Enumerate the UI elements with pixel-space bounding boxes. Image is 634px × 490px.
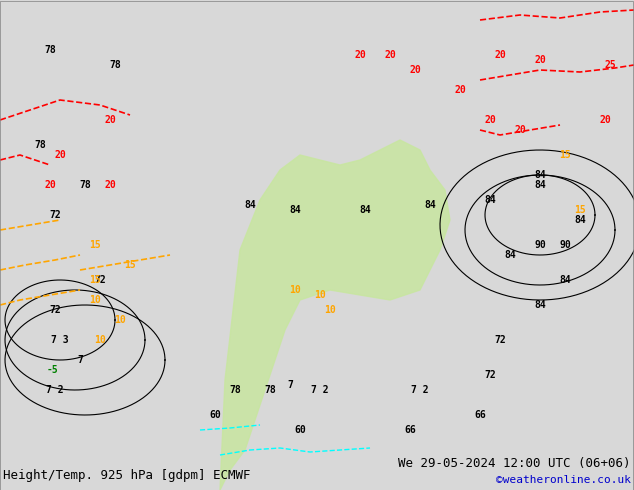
Text: 72: 72 bbox=[94, 275, 106, 285]
Text: 72: 72 bbox=[49, 305, 61, 315]
Text: -5: -5 bbox=[47, 365, 59, 375]
Text: 78: 78 bbox=[44, 45, 56, 55]
Polygon shape bbox=[220, 140, 450, 490]
Text: 7 2: 7 2 bbox=[46, 385, 64, 395]
Text: 78: 78 bbox=[264, 385, 276, 395]
Text: 84: 84 bbox=[534, 180, 546, 190]
Text: 20: 20 bbox=[534, 55, 546, 65]
Text: We 29-05-2024 12:00 UTC (06+06): We 29-05-2024 12:00 UTC (06+06) bbox=[399, 457, 631, 470]
Text: 10: 10 bbox=[289, 285, 301, 295]
Text: ©weatheronline.co.uk: ©weatheronline.co.uk bbox=[496, 475, 631, 485]
Text: 78: 78 bbox=[229, 385, 241, 395]
Text: 7 2: 7 2 bbox=[411, 385, 429, 395]
Text: 72: 72 bbox=[494, 335, 506, 345]
Text: 78: 78 bbox=[109, 60, 121, 70]
Text: 20: 20 bbox=[599, 115, 611, 125]
Text: 10: 10 bbox=[89, 295, 101, 305]
Text: 60: 60 bbox=[294, 425, 306, 435]
Text: 15: 15 bbox=[89, 240, 101, 250]
Text: 84: 84 bbox=[534, 170, 546, 180]
Text: 15: 15 bbox=[89, 275, 101, 285]
Text: 72: 72 bbox=[484, 370, 496, 380]
Text: 84: 84 bbox=[359, 205, 371, 215]
Text: 20: 20 bbox=[54, 150, 66, 160]
Text: 84: 84 bbox=[289, 205, 301, 215]
Text: 15: 15 bbox=[559, 150, 571, 160]
Text: 7: 7 bbox=[77, 355, 83, 365]
Text: Height/Temp. 925 hPa [gdpm] ECMWF: Height/Temp. 925 hPa [gdpm] ECMWF bbox=[3, 469, 250, 482]
Text: 90: 90 bbox=[534, 240, 546, 250]
Text: 84: 84 bbox=[574, 215, 586, 225]
Text: 15: 15 bbox=[574, 205, 586, 215]
Text: 7 2: 7 2 bbox=[311, 385, 329, 395]
Text: 84: 84 bbox=[504, 250, 516, 260]
Text: 20: 20 bbox=[384, 50, 396, 60]
Text: 20: 20 bbox=[354, 50, 366, 60]
Text: 66: 66 bbox=[404, 425, 416, 435]
Text: 84: 84 bbox=[424, 200, 436, 210]
Text: 66: 66 bbox=[474, 410, 486, 420]
Text: 90: 90 bbox=[559, 240, 571, 250]
Text: 78: 78 bbox=[34, 140, 46, 150]
Text: 72: 72 bbox=[49, 210, 61, 220]
Text: 20: 20 bbox=[494, 50, 506, 60]
Text: 84: 84 bbox=[559, 275, 571, 285]
Text: 20: 20 bbox=[409, 65, 421, 75]
Text: 20: 20 bbox=[104, 180, 116, 190]
Text: 10: 10 bbox=[324, 305, 336, 315]
Text: 20: 20 bbox=[44, 180, 56, 190]
Text: 20: 20 bbox=[514, 125, 526, 135]
Text: 84: 84 bbox=[484, 195, 496, 205]
Text: 60: 60 bbox=[209, 410, 221, 420]
Text: 7 3: 7 3 bbox=[51, 335, 69, 345]
Text: 20: 20 bbox=[104, 115, 116, 125]
Text: 10: 10 bbox=[114, 315, 126, 325]
Text: 25: 25 bbox=[604, 60, 616, 70]
Text: 10: 10 bbox=[314, 290, 326, 300]
Text: 84: 84 bbox=[244, 200, 256, 210]
Text: 20: 20 bbox=[484, 115, 496, 125]
Text: 10: 10 bbox=[94, 335, 106, 345]
Text: 15: 15 bbox=[124, 260, 136, 270]
Text: 20: 20 bbox=[454, 85, 466, 95]
Text: 78: 78 bbox=[79, 180, 91, 190]
Text: 84: 84 bbox=[534, 300, 546, 310]
Text: 7: 7 bbox=[287, 380, 293, 390]
